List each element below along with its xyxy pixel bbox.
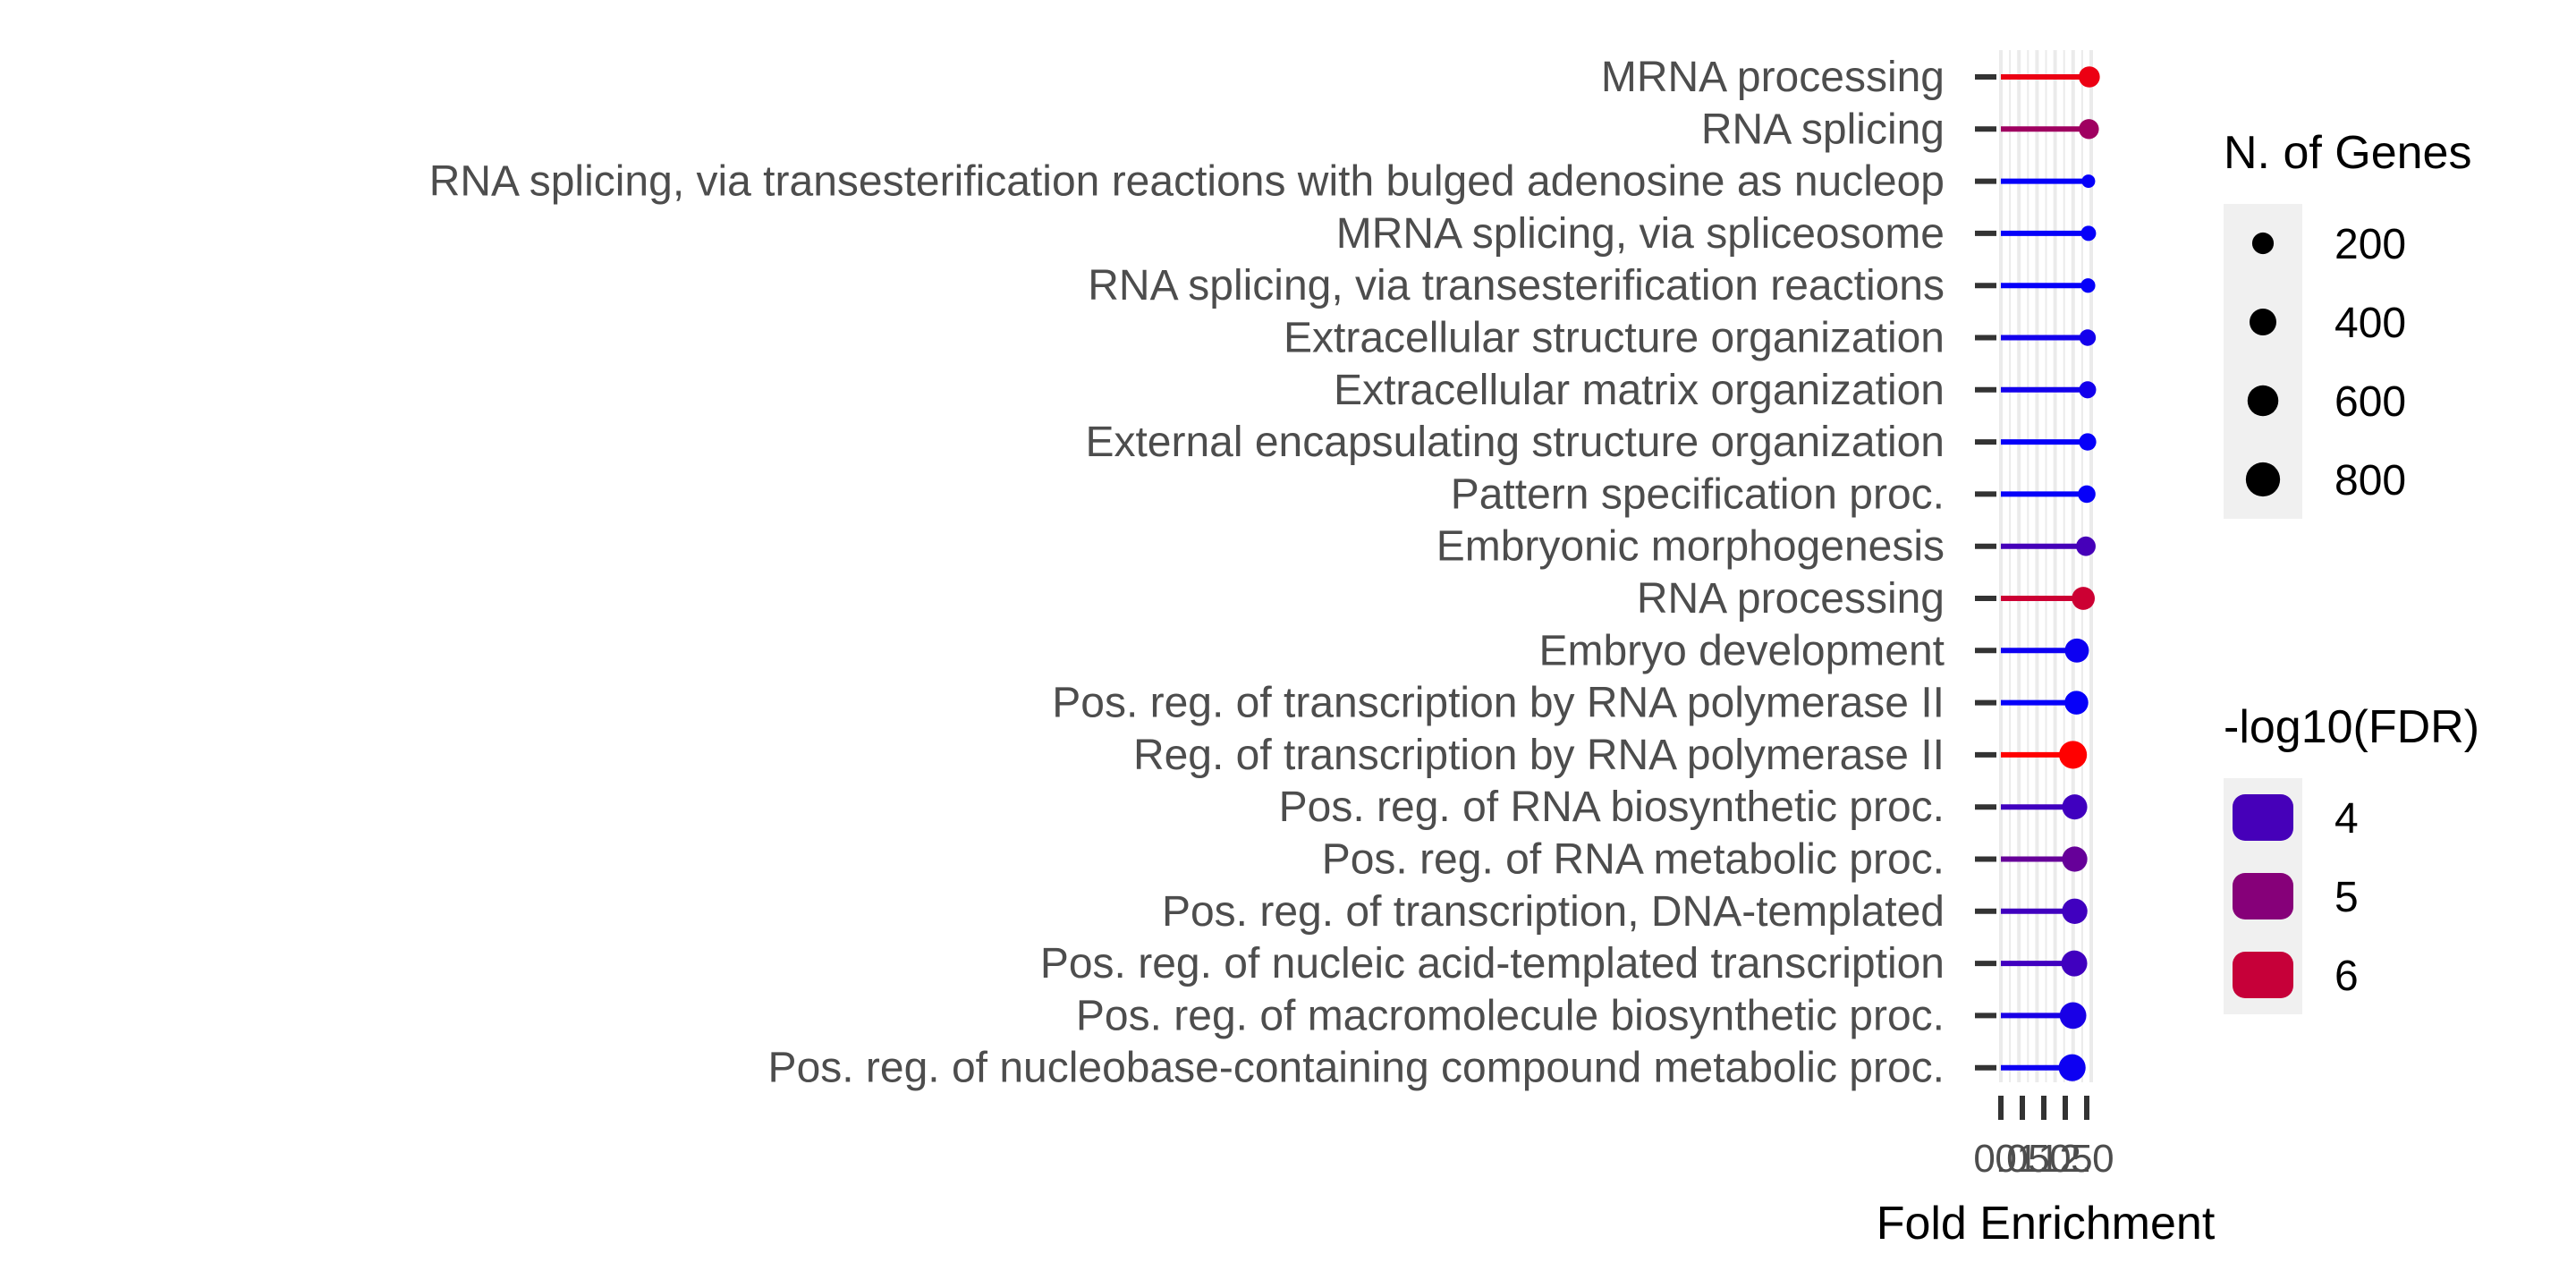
category-label: Pos. reg. of macromolecule biosynthetic … <box>1076 992 1945 1039</box>
lollipop-points <box>2058 66 2100 1081</box>
lollipop-point <box>2080 225 2097 242</box>
x-axis: 0.00.51.01.52.0 <box>1973 1096 2114 1181</box>
color-legend-label: 6 <box>2334 953 2359 1000</box>
size-legend-label: 200 <box>2334 221 2406 268</box>
color-legend-swatch <box>2233 794 2293 841</box>
lollipop-point <box>2061 950 2088 977</box>
lollipop-point <box>2079 433 2097 451</box>
x-axis-title: Fold Enrichment <box>1877 1198 2216 1250</box>
size-legend-label: 600 <box>2334 378 2406 426</box>
category-labels: MRNA processing RNA splicing RNA splicing,… <box>429 54 1996 1092</box>
lollipop-point <box>2079 329 2097 346</box>
category-label: External encapsulating structure organiz… <box>1085 419 1945 466</box>
x-tick-label: 1.5 <box>2038 1137 2092 1181</box>
category-label: RNA splicing, via transesterification re… <box>1088 262 1945 309</box>
category-label: Pos. reg. of transcription by RNA polyme… <box>1052 680 1945 727</box>
category-label: RNA splicing <box>1701 106 1945 153</box>
x-tick-label: 1.0 <box>2016 1137 2071 1181</box>
lollipop-point <box>2079 119 2099 140</box>
lollipop-point <box>2078 485 2096 504</box>
panel-grid <box>1999 50 2093 1082</box>
lollipop-point <box>2080 278 2096 293</box>
color-legend-title: -log10(FDR) <box>2224 701 2479 753</box>
size-legend-dot <box>2251 232 2275 255</box>
category-label: MRNA splicing, via spliceosome <box>1336 210 1945 258</box>
category-label: Pos. reg. of RNA metabolic proc. <box>1322 836 1945 884</box>
color-legend: -log10(FDR) 4 5 6 <box>2224 701 2479 1014</box>
category-label: Pos. reg. of nucleobase-containing compo… <box>768 1045 1945 1092</box>
category-label: Pos. reg. of nucleic acid-templated tran… <box>1040 940 1945 987</box>
size-legend-dot <box>2250 309 2276 335</box>
lollipop-point <box>2081 174 2096 189</box>
lollipop-point <box>2072 587 2096 610</box>
x-tick-label: 2.0 <box>2059 1137 2114 1181</box>
category-label: Pattern specification proc. <box>1451 470 1945 518</box>
lollipop-point <box>2064 691 2089 715</box>
color-legend-label: 5 <box>2334 874 2359 921</box>
lollipop-point <box>2079 381 2097 399</box>
lollipop-point <box>2059 1002 2087 1030</box>
category-label: Extracellular matrix organization <box>1334 367 1945 414</box>
category-label: MRNA processing <box>1601 54 1945 101</box>
lollipop-point <box>2062 794 2088 820</box>
color-legend-swatch <box>2233 952 2293 998</box>
lollipop-point <box>2062 898 2088 925</box>
category-label: RNA splicing, via transesterification re… <box>429 158 1945 206</box>
lollipop-point <box>2064 638 2089 663</box>
size-legend: N. of Genes 200 400 600 800 <box>2224 127 2471 519</box>
category-label: Embryo development <box>1538 627 1945 674</box>
category-label: Pos. reg. of transcription, DNA-template… <box>1162 888 1945 936</box>
size-legend-label: 800 <box>2334 457 2406 504</box>
size-legend-dot <box>2247 385 2279 417</box>
x-tick-label: 0.5 <box>1995 1137 2049 1181</box>
size-legend-label: 400 <box>2334 300 2406 347</box>
color-legend-label: 4 <box>2334 795 2359 843</box>
size-legend-dot <box>2245 462 2281 497</box>
category-label: Extracellular structure organization <box>1284 315 1945 362</box>
x-tick-label: 0.0 <box>1973 1137 2028 1181</box>
lollipop-point <box>2062 846 2088 872</box>
size-legend-title: N. of Genes <box>2224 127 2471 179</box>
lollipop-point <box>2058 1054 2086 1081</box>
color-legend-swatch <box>2233 873 2293 919</box>
lollipop-point <box>2076 536 2096 556</box>
category-label: Embryonic morphogenesis <box>1436 523 1945 571</box>
lollipop-point <box>2059 741 2088 769</box>
category-label: Reg. of transcription by RNA polymerase … <box>1133 732 1945 779</box>
category-label: RNA processing <box>1637 575 1945 623</box>
lollipop-point <box>2079 66 2100 88</box>
category-label: Pos. reg. of RNA biosynthetic proc. <box>1279 784 1945 831</box>
